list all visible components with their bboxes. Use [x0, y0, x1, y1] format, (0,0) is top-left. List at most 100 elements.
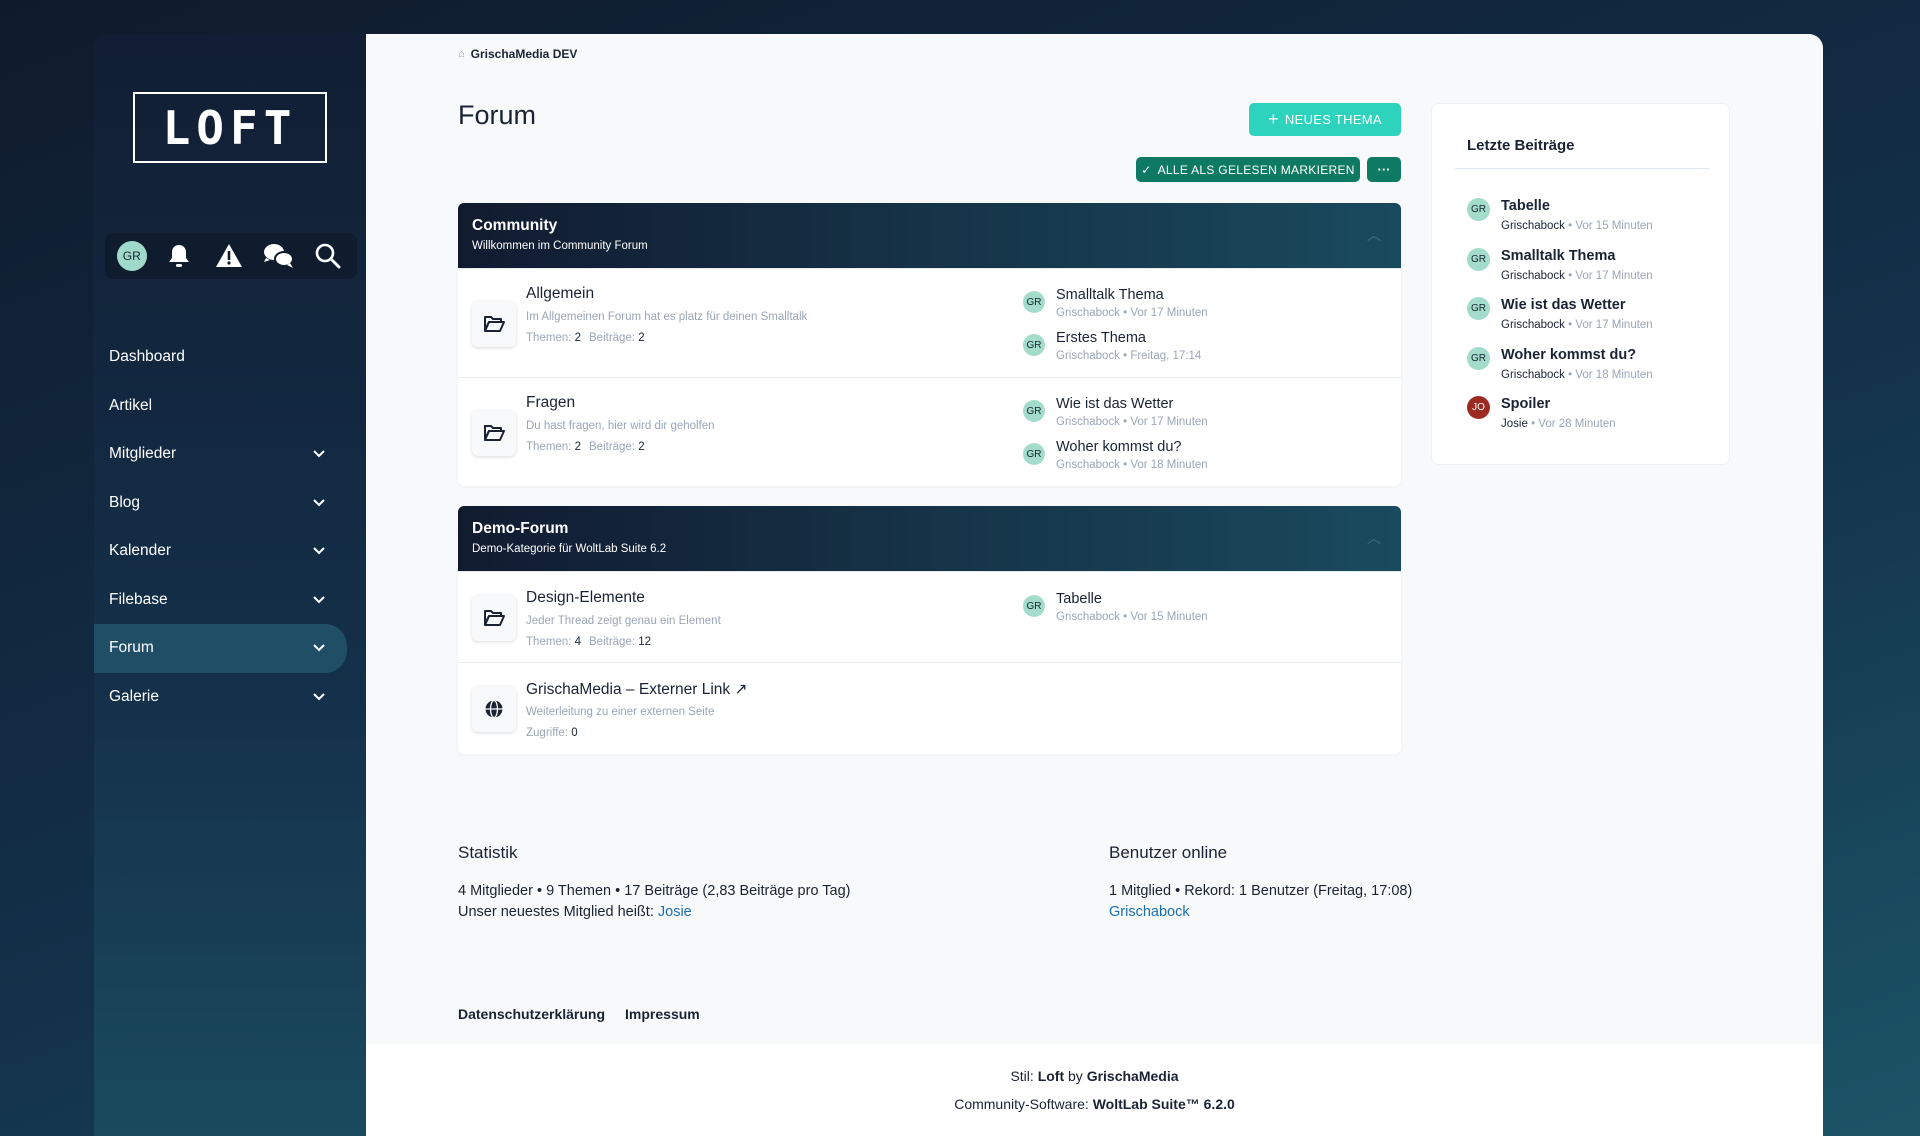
- users-online-section: Benutzer online 1 Mitglied • Rekord: 1 B…: [1109, 843, 1412, 923]
- category-description: Demo-Kategorie für WoltLab Suite 6.2: [472, 543, 667, 555]
- nav-label: Galerie: [109, 687, 159, 705]
- avatar[interactable]: GR: [1023, 443, 1045, 465]
- last-post-title[interactable]: Smalltalk Thema: [1056, 287, 1164, 303]
- main-nav: Dashboard Artikel Mitglieder Blog Kalender Fi…: [94, 333, 366, 721]
- nav-item-kalender[interactable]: Kalender: [94, 527, 347, 576]
- board-name[interactable]: Design-Elemente: [526, 589, 645, 606]
- board-name[interactable]: Allgemein: [526, 285, 595, 302]
- page-title: Forum: [458, 100, 537, 130]
- last-post-meta: Grischabock • Vor 18 Minuten: [1056, 459, 1208, 471]
- style-link[interactable]: Loft: [1037, 1068, 1065, 1084]
- globe-icon: [472, 686, 516, 732]
- imprint-link[interactable]: Impressum: [625, 1006, 700, 1022]
- last-post-title[interactable]: Erstes Thema: [1056, 330, 1146, 346]
- chevron-down-icon[interactable]: [313, 494, 325, 512]
- new-topic-button[interactable]: + NEUES THEMA: [1249, 103, 1401, 136]
- nav-label: Kalender: [109, 542, 172, 560]
- users-online-summary: 1 Mitglied • Rekord: 1 Benutzer (Freitag…: [1109, 883, 1413, 899]
- nav-item-mitglieder[interactable]: Mitglieder: [94, 430, 347, 479]
- newest-member-link[interactable]: Josie: [657, 904, 692, 920]
- folder-icon: [472, 594, 516, 641]
- nav-item-filebase[interactable]: Filebase: [94, 576, 347, 625]
- nav-label: Forum: [109, 639, 154, 657]
- home-icon: ⌂: [458, 48, 465, 60]
- check-icon: ✓: [1141, 162, 1152, 177]
- avatar[interactable]: GR: [1023, 291, 1045, 313]
- recent-post-title[interactable]: Wie ist das Wetter: [1501, 297, 1626, 313]
- warning-icon[interactable]: [212, 239, 246, 273]
- board-description: Jeder Thread zeigt genau ein Element: [526, 615, 721, 627]
- search-icon[interactable]: [311, 239, 345, 273]
- mark-all-read-button[interactable]: ✓ ALLE ALS GELESEN MARKIEREN: [1136, 157, 1360, 182]
- recent-post-title[interactable]: Smalltalk Thema: [1501, 247, 1616, 264]
- statistics-section: Statistik 4 Mitglieder • 9 Themen • 17 B…: [458, 843, 850, 923]
- software-link[interactable]: WoltLab Suite™ 6.2.0: [1092, 1096, 1235, 1112]
- board-stats: Themen: 4 Beiträge: 12: [526, 636, 652, 648]
- logo[interactable]: LOFT: [133, 92, 327, 163]
- last-post-meta: Grischabock • Vor 15 Minuten: [1056, 611, 1208, 623]
- avatar[interactable]: JO: [1467, 396, 1490, 419]
- board-description: Weiterleitung zu einer externen Seite: [526, 706, 715, 718]
- avatar[interactable]: GR: [1467, 198, 1490, 221]
- statistics-title: Statistik: [458, 843, 518, 862]
- chevron-down-icon[interactable]: [313, 639, 325, 657]
- user-toolbar: GR: [105, 233, 357, 279]
- nav-item-forum[interactable]: Forum: [94, 624, 347, 673]
- last-post-title[interactable]: Tabelle: [1056, 591, 1102, 607]
- nav-label: Mitglieder: [109, 445, 177, 463]
- avatar[interactable]: GR: [1023, 595, 1045, 617]
- board-stats: Zugriffe: 0: [526, 727, 578, 739]
- footer: Stil: Loft by GrischaMedia Community-Sof…: [366, 1044, 1823, 1136]
- nav-item-blog[interactable]: Blog: [94, 479, 347, 528]
- last-post-meta: Grischabock • Freitag, 17:14: [1056, 350, 1202, 362]
- category-header[interactable]: Demo-Forum Demo-Kategorie für WoltLab Sui…: [458, 506, 1401, 571]
- category-header[interactable]: Community Willkommen im Community Forum ︿: [458, 203, 1401, 268]
- avatar[interactable]: GR: [1467, 297, 1490, 320]
- bell-icon[interactable]: [162, 239, 196, 273]
- last-post-title[interactable]: Woher kommst du?: [1056, 439, 1182, 455]
- recent-post: GR Smalltalk Thema Grischabock • Vor 17 Mi…: [1467, 247, 1707, 296]
- nav-item-dashboard[interactable]: Dashboard: [94, 333, 347, 382]
- nav-label: Blog: [109, 493, 141, 511]
- chevron-up-icon[interactable]: ︿: [1367, 530, 1381, 546]
- chevron-down-icon[interactable]: [313, 591, 325, 609]
- user-avatar[interactable]: GR: [116, 241, 147, 271]
- plus-icon: +: [1268, 109, 1279, 129]
- recent-post-title[interactable]: Tabelle: [1501, 198, 1550, 214]
- online-user-link[interactable]: Grischabock: [1109, 904, 1190, 920]
- sidebar: LOFT GR Dashboard Artikel Mitglieder Blog Ka…: [94, 34, 366, 1136]
- software-credit: Community-Software: WoltLab Suite™ 6.2.0: [954, 1096, 1235, 1112]
- breadcrumb-link[interactable]: GrischaMedia DEV: [470, 47, 578, 61]
- more-options-button[interactable]: ···: [1367, 157, 1401, 182]
- nav-item-artikel[interactable]: Artikel: [94, 382, 347, 431]
- chevron-down-icon[interactable]: [313, 445, 325, 463]
- chevron-up-icon[interactable]: ︿: [1367, 227, 1381, 243]
- divider: [1455, 168, 1709, 169]
- recent-post-meta: Grischabock • Vor 17 Minuten: [1501, 319, 1653, 331]
- nav-label: Filebase: [109, 590, 168, 608]
- last-post-title[interactable]: Wie ist das Wetter: [1056, 396, 1174, 412]
- recent-post-meta: Grischabock • Vor 18 Minuten: [1501, 368, 1653, 381]
- board-name[interactable]: GrischaMedia – Externer Link ↗: [526, 681, 748, 698]
- recent-post-title[interactable]: Spoiler: [1501, 396, 1551, 412]
- board-row: GrischaMedia – Externer Link ↗ Weiterlei…: [458, 662, 1401, 754]
- recent-post-meta: Grischabock • Vor 15 Minuten: [1501, 220, 1653, 232]
- chevron-down-icon[interactable]: [313, 542, 325, 560]
- recent-post-title[interactable]: Woher kommst du?: [1501, 346, 1637, 363]
- avatar[interactable]: GR: [1023, 400, 1045, 422]
- avatar[interactable]: GR: [1023, 334, 1045, 356]
- board-description: Du hast fragen, hier wird dir geholfen: [526, 420, 715, 432]
- style-author-link[interactable]: GrischaMedia: [1086, 1068, 1179, 1084]
- privacy-link[interactable]: Datenschutzerklärung: [458, 1006, 606, 1022]
- avatar[interactable]: GR: [1467, 247, 1490, 271]
- category-1: Demo-Forum Demo-Kategorie für WoltLab Sui…: [458, 506, 1401, 754]
- recent-posts-title: Letzte Beiträge: [1467, 137, 1575, 154]
- chat-icon[interactable]: [262, 239, 296, 273]
- category-title: Demo-Forum: [472, 520, 569, 537]
- avatar[interactable]: GR: [1467, 346, 1490, 370]
- board-name[interactable]: Fragen: [526, 394, 576, 411]
- chevron-down-icon[interactable]: [313, 688, 325, 706]
- recent-post-meta: Josie • Vor 28 Minuten: [1501, 418, 1616, 430]
- breadcrumb[interactable]: ⌂ GrischaMedia DEV: [458, 47, 577, 61]
- nav-item-galerie[interactable]: Galerie: [94, 673, 347, 722]
